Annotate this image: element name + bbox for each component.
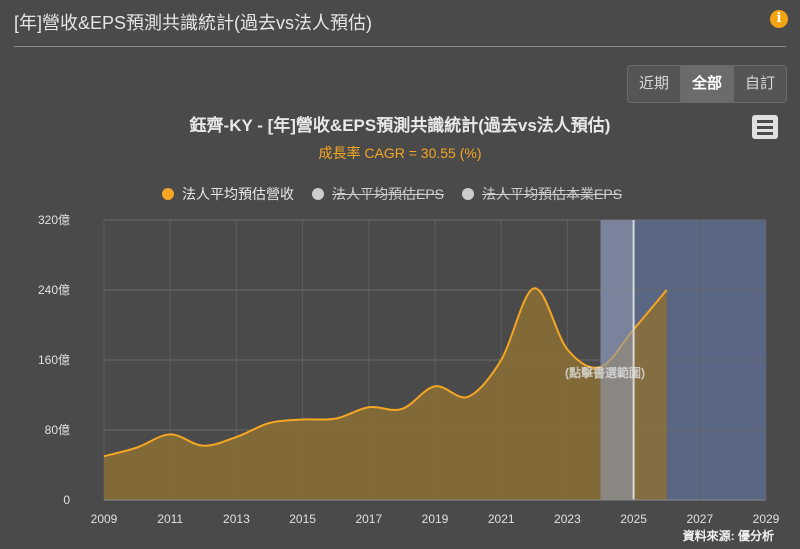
- data-point-2011: [167, 431, 173, 437]
- data-point-2013: [233, 434, 239, 440]
- header-divider: [14, 46, 786, 47]
- data-point-2012: [200, 443, 206, 449]
- data-point-2021: [498, 357, 504, 363]
- data-point-2026: [664, 287, 670, 293]
- series-area-fill: [104, 288, 667, 500]
- x-tick-label: 2015: [289, 512, 316, 526]
- x-tick-label: 2021: [488, 512, 515, 526]
- x-tick-label: 2027: [686, 512, 713, 526]
- y-tick-label: 240億: [38, 283, 70, 297]
- chart-title: 鈺齊-KY - [年]營收&EPS預測共識統計(過去vs法人預估): [189, 116, 611, 135]
- y-tick-label: 320億: [38, 213, 70, 227]
- data-point-2015: [300, 417, 306, 423]
- x-tick-label: 2023: [554, 512, 581, 526]
- x-tick-label: 2017: [355, 512, 382, 526]
- selection-band[interactable]: [600, 220, 634, 500]
- range-custom-button[interactable]: 自訂: [734, 66, 787, 102]
- legend-item-eps[interactable]: 法人平均預估EPS: [312, 184, 444, 204]
- legend-item-revenue[interactable]: 法人平均預估營收: [162, 184, 294, 204]
- x-tick-label: 2013: [223, 512, 250, 526]
- x-tick-label: 2029: [753, 512, 780, 526]
- y-tick-label: 0: [63, 493, 70, 507]
- data-source-credit: 資料來源: 優分析: [682, 529, 774, 543]
- data-point-2017: [366, 404, 372, 410]
- x-tick-label: 2009: [91, 512, 118, 526]
- hamburger-menu-icon[interactable]: [752, 115, 778, 139]
- data-point-2010: [134, 445, 140, 451]
- data-point-2019: [432, 383, 438, 389]
- data-point-2014: [267, 420, 273, 426]
- legend-label-eps: 法人平均預估EPS: [332, 186, 445, 202]
- range-all-button[interactable]: 全部: [681, 66, 735, 102]
- data-point-2009: [101, 453, 107, 459]
- series-line-revenue: [103, 287, 668, 458]
- panel-title: [年]營收&EPS預測共識統計(過去vs法人預估): [14, 13, 373, 33]
- data-point-2016: [333, 416, 339, 422]
- data-point-2018: [399, 406, 405, 412]
- legend-item-core-eps[interactable]: 法人平均預估本業EPS: [462, 184, 622, 204]
- data-point-2022: [531, 285, 537, 291]
- x-tick-label: 2011: [157, 512, 183, 526]
- x-tick-label: 2019: [422, 512, 449, 526]
- range-recent-button[interactable]: 近期: [628, 66, 682, 102]
- legend-label-revenue: 法人平均預估營收: [182, 186, 294, 202]
- data-point-2023: [564, 347, 570, 353]
- range-selector: 近期 全部 自訂: [627, 65, 788, 103]
- legend-dot-revenue: [162, 188, 174, 200]
- y-tick-label: 160億: [38, 353, 70, 367]
- y-tick-label: 80億: [45, 423, 70, 437]
- x-tick-label: 2025: [620, 512, 647, 526]
- legend-label-core-eps: 法人平均預估本業EPS: [482, 186, 623, 202]
- panel-header: [年]營收&EPS預測共識統計(過去vs法人預估) i: [0, 0, 800, 47]
- legend-dot-core-eps: [462, 188, 475, 200]
- selection-hint: (點擊書選範圍): [565, 365, 645, 380]
- chart-legend: 法人平均預估營收 法人平均預估EPS 法人平均預估本業EPS: [162, 184, 622, 204]
- info-icon[interactable]: i: [770, 10, 788, 28]
- data-point-2020: [465, 394, 471, 400]
- legend-dot-eps: [312, 188, 324, 200]
- chart-subtitle: 成長率 CAGR = 30.55 (%): [318, 145, 482, 161]
